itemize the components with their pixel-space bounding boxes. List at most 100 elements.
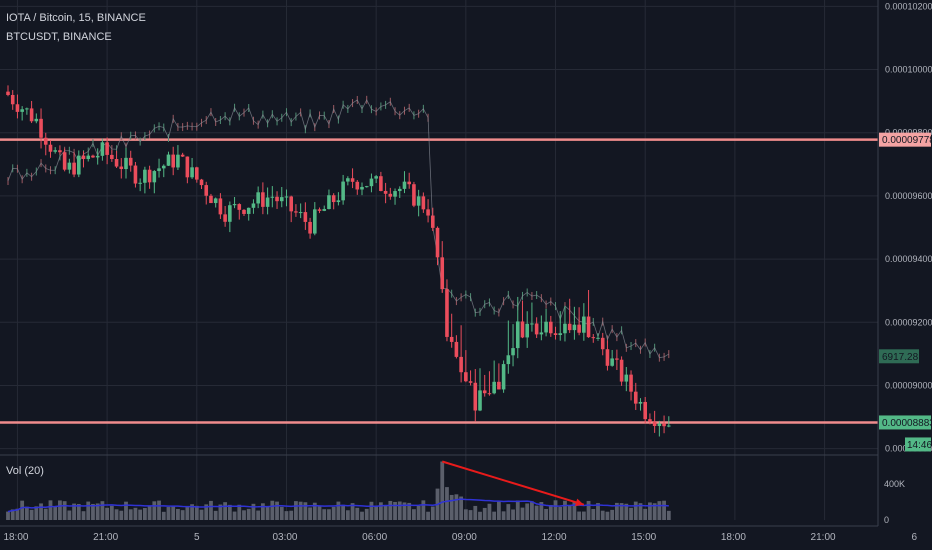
candle-body bbox=[180, 154, 185, 157]
volume-bar bbox=[67, 510, 72, 520]
candle-body bbox=[114, 158, 119, 167]
volume-bar bbox=[138, 509, 143, 520]
volume-bar bbox=[501, 511, 506, 520]
volume-bar bbox=[72, 503, 76, 520]
volume-bar bbox=[563, 500, 567, 520]
volume-bar bbox=[161, 511, 166, 520]
candle-body bbox=[43, 137, 48, 145]
volume-bar bbox=[242, 510, 246, 520]
candle-body bbox=[501, 364, 506, 390]
volume-bar bbox=[251, 503, 256, 520]
candle-body bbox=[213, 198, 218, 204]
price-tick-label: 0.00010200 bbox=[885, 1, 932, 11]
volume-tick-label: 0 bbox=[884, 515, 889, 525]
candle-body bbox=[223, 214, 227, 222]
volume-bar bbox=[492, 511, 497, 520]
candle-body bbox=[572, 324, 577, 331]
volume-bar bbox=[190, 504, 194, 520]
volume-bar bbox=[614, 502, 619, 520]
candle-body bbox=[662, 423, 666, 427]
volume-bar bbox=[511, 509, 515, 520]
volume-bar bbox=[530, 501, 534, 520]
candle-body bbox=[539, 332, 544, 335]
volume-bar bbox=[298, 501, 303, 520]
volume-bar bbox=[525, 503, 530, 520]
volume-bar bbox=[180, 510, 185, 520]
candle-body bbox=[322, 209, 327, 211]
volume-bar bbox=[657, 501, 662, 520]
candle-body bbox=[360, 186, 364, 190]
volume-bar bbox=[624, 503, 629, 520]
time-tick-label: 5 bbox=[194, 532, 200, 543]
candle-body bbox=[633, 391, 638, 404]
volume-legend[interactable]: Vol (20) bbox=[6, 465, 44, 477]
candle-body bbox=[445, 289, 449, 337]
volume-ma-line bbox=[7, 498, 669, 513]
countdown-label: 14:46 bbox=[907, 440, 932, 451]
candle-body bbox=[563, 323, 567, 334]
volume-bar bbox=[473, 505, 478, 520]
volume-bar bbox=[355, 507, 360, 520]
candle-body bbox=[232, 204, 237, 206]
volume-bar bbox=[548, 504, 553, 520]
candle-body bbox=[147, 169, 152, 183]
volume-bar bbox=[109, 505, 114, 520]
candle-body bbox=[67, 162, 72, 170]
volume-bar bbox=[407, 502, 412, 520]
candle-body bbox=[459, 356, 463, 373]
volume-bar bbox=[430, 506, 435, 520]
price-level-badge bbox=[879, 132, 931, 147]
main-series-legend[interactable]: IOTA / Bitcoin, 15, BINANCE bbox=[6, 12, 146, 24]
price-level-label: 0.00008883 bbox=[882, 418, 932, 429]
countdown-badge bbox=[905, 437, 931, 452]
overlay-series-legend[interactable]: BTCUSDT, BINANCE bbox=[6, 31, 112, 43]
candle-body bbox=[605, 349, 610, 366]
price-tick-label: 0.00010000 bbox=[885, 65, 932, 75]
time-tick-label: 18:00 bbox=[721, 532, 746, 543]
candle-body bbox=[558, 333, 563, 335]
volume-bar bbox=[496, 501, 501, 520]
time-tick-label: 15:00 bbox=[631, 532, 656, 543]
volume-bar bbox=[544, 508, 548, 520]
candle-body bbox=[166, 154, 171, 166]
volume-bar bbox=[577, 511, 582, 520]
volume-bar bbox=[322, 509, 327, 520]
price-tick-label: 0.00009600 bbox=[885, 191, 932, 201]
candle-body bbox=[383, 190, 388, 194]
candle-body bbox=[161, 165, 166, 169]
candle-body bbox=[62, 152, 67, 170]
candle-body bbox=[128, 157, 133, 166]
candle-body bbox=[95, 155, 100, 158]
time-tick-label: 21:00 bbox=[811, 532, 836, 543]
candle-body bbox=[577, 324, 581, 333]
volume-bar bbox=[652, 503, 657, 520]
candle-body bbox=[440, 257, 445, 290]
volume-bar bbox=[284, 511, 289, 520]
price-tick-label: 0.00009000 bbox=[885, 380, 932, 390]
volume-bar bbox=[39, 503, 43, 520]
candle-body bbox=[497, 381, 501, 390]
candle-body bbox=[289, 196, 293, 212]
candle-body bbox=[86, 155, 91, 160]
price-axis-panel bbox=[878, 0, 932, 550]
volume-bar bbox=[383, 505, 388, 520]
volume-bar bbox=[20, 500, 25, 520]
candle-body bbox=[15, 104, 20, 112]
volume-bar bbox=[364, 508, 369, 520]
candle-body bbox=[619, 359, 624, 382]
candle-body bbox=[284, 196, 289, 198]
volume-bar bbox=[303, 502, 308, 520]
time-tick-label: 06:00 bbox=[362, 532, 387, 543]
horizontal-lines[interactable] bbox=[0, 138, 878, 424]
candle-body bbox=[195, 167, 199, 180]
candle-body bbox=[667, 425, 671, 427]
volume-bar bbox=[152, 501, 157, 520]
volume-bar bbox=[360, 511, 364, 520]
candle-body bbox=[393, 191, 397, 197]
candle-body bbox=[176, 154, 180, 168]
candle-body bbox=[449, 336, 454, 342]
volume-bar bbox=[482, 507, 487, 520]
annotation-arrow[interactable] bbox=[441, 460, 585, 507]
